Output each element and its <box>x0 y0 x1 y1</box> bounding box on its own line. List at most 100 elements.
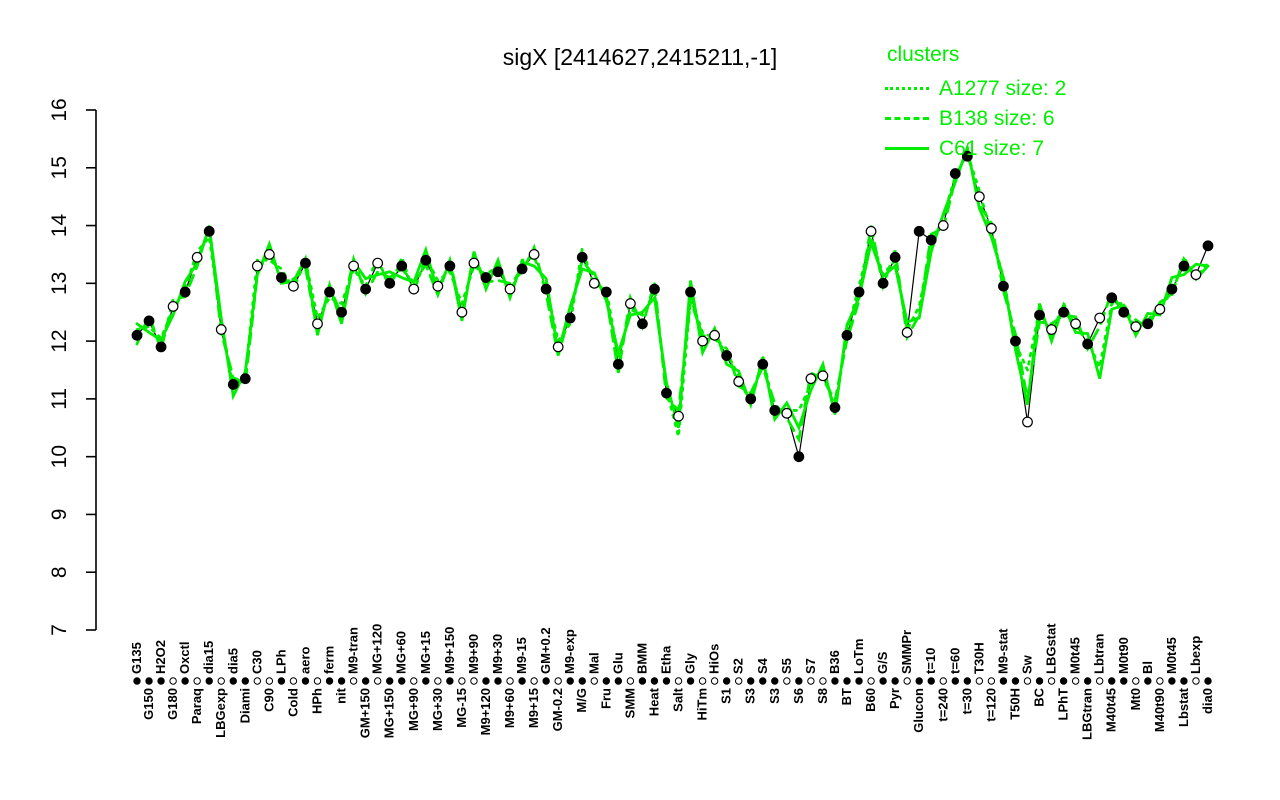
rug-point <box>554 677 562 685</box>
rug-point <box>662 677 671 685</box>
chart-title: sigX [2414627,2415211,-1] <box>502 44 778 70</box>
x-axis-label: LBGexp <box>213 688 228 738</box>
rug-point <box>229 677 237 685</box>
cluster-line-A1277 <box>135 149 1210 437</box>
data-point <box>1154 303 1166 315</box>
x-axis-label: Glucon <box>911 688 926 733</box>
x-axis-label: SMMPr <box>899 630 914 674</box>
x-axis-label: t=60 <box>947 648 962 674</box>
rug-point <box>590 677 598 685</box>
x-axis-label: BT <box>839 688 854 705</box>
data-point <box>913 225 925 237</box>
rug-point <box>903 677 911 685</box>
rug-point <box>1132 677 1140 685</box>
data-point <box>588 277 600 289</box>
x-axis-label: SMM <box>622 688 637 718</box>
data-point <box>468 257 480 269</box>
legend-title: clusters <box>887 43 960 66</box>
x-axis-label: Heat <box>646 687 661 716</box>
rug-point <box>157 677 165 685</box>
dashed-line-icon <box>885 116 929 120</box>
data-point <box>444 260 456 272</box>
x-axis-label: HiOs <box>707 644 722 674</box>
x-axis-label: H2O2 <box>153 640 168 674</box>
x-axis-label: LoTm <box>851 639 866 674</box>
x-axis-label: M9-stat <box>995 628 1010 674</box>
x-axis-label: dia0 <box>1200 688 1215 714</box>
x-axis-label: Etha <box>658 645 673 674</box>
data-point <box>998 280 1009 292</box>
data-point <box>324 286 335 298</box>
rug-point <box>987 677 996 685</box>
rug-point <box>482 677 490 685</box>
x-axis-label: G/S <box>875 651 890 674</box>
data-point <box>1202 240 1214 252</box>
data-point <box>1010 335 1021 347</box>
data-point <box>1022 416 1033 428</box>
data-point <box>793 451 805 463</box>
data-point <box>203 225 215 237</box>
data-point <box>276 272 287 283</box>
solid-line-icon <box>885 146 929 150</box>
x-axis-label: M9+30 <box>490 634 505 674</box>
rug-point <box>434 677 442 685</box>
x-axis-label: dia5 <box>225 648 240 674</box>
rug-point <box>1168 677 1176 685</box>
rug-point <box>602 677 611 685</box>
x-axis-label: G180 <box>165 688 180 720</box>
rug-point <box>1095 677 1104 685</box>
x-axis-label: BMM <box>634 643 649 674</box>
x-axis-label: dia15 <box>201 641 216 674</box>
x-axis-label: T30H <box>971 642 986 674</box>
data-point <box>300 257 311 269</box>
rug-point <box>217 677 225 685</box>
rug-point <box>951 677 959 685</box>
data-point <box>624 298 636 309</box>
x-axis-label: MG+30 <box>430 688 445 731</box>
rug-point <box>386 677 394 685</box>
rug-point <box>325 677 334 685</box>
x-axis-label: LPh <box>273 649 288 674</box>
x-axis-label: M0t45 <box>1068 637 1083 674</box>
rug-point <box>626 677 635 685</box>
x-axis-label: M/G <box>574 688 589 713</box>
rug-point <box>181 677 189 685</box>
data-point <box>372 257 384 269</box>
x-axis-label: Fru <box>598 688 613 709</box>
data-point <box>191 251 203 263</box>
data-point <box>576 251 588 263</box>
rug-point <box>1071 677 1080 685</box>
rug-point <box>843 677 851 685</box>
x-axis-label: MG+90 <box>406 688 421 731</box>
y-axis-tick-label: 9 <box>48 509 71 521</box>
x-axis-label: C90 <box>261 688 276 712</box>
data-point <box>492 266 504 278</box>
data-point <box>179 286 191 298</box>
x-axis-label: MG+150 <box>382 688 397 738</box>
y-axis-tick-label: 12 <box>48 329 71 352</box>
x-axis-label: G150 <box>141 688 156 720</box>
x-axis-label: HPh <box>310 688 325 714</box>
data-point <box>697 335 708 347</box>
rug-point <box>289 677 298 685</box>
cluster-legend: clusters A1277 size: 2 B138 size: 6 C61 … <box>885 44 1066 163</box>
x-axis-label: Diami <box>237 688 252 723</box>
x-axis-label: M40t90 <box>1152 688 1167 732</box>
dotted-line-icon <box>885 86 929 90</box>
y-axis-tick-label: 15 <box>48 156 71 179</box>
data-point <box>600 286 612 298</box>
data-point <box>1130 321 1142 333</box>
rug-point <box>410 677 418 685</box>
rug-point <box>771 677 779 685</box>
rug-point <box>253 677 262 685</box>
rug-point <box>145 677 153 685</box>
rug-point <box>133 677 141 685</box>
rug-point <box>915 677 923 685</box>
data-point <box>215 324 227 335</box>
x-axis-label: BC <box>1032 687 1047 706</box>
x-axis-label: Glu <box>610 652 625 674</box>
data-point <box>504 283 516 295</box>
x-axis-label: MG+15 <box>418 631 433 674</box>
rug-point <box>337 677 346 685</box>
y-axis-tick-label: 8 <box>48 566 71 578</box>
